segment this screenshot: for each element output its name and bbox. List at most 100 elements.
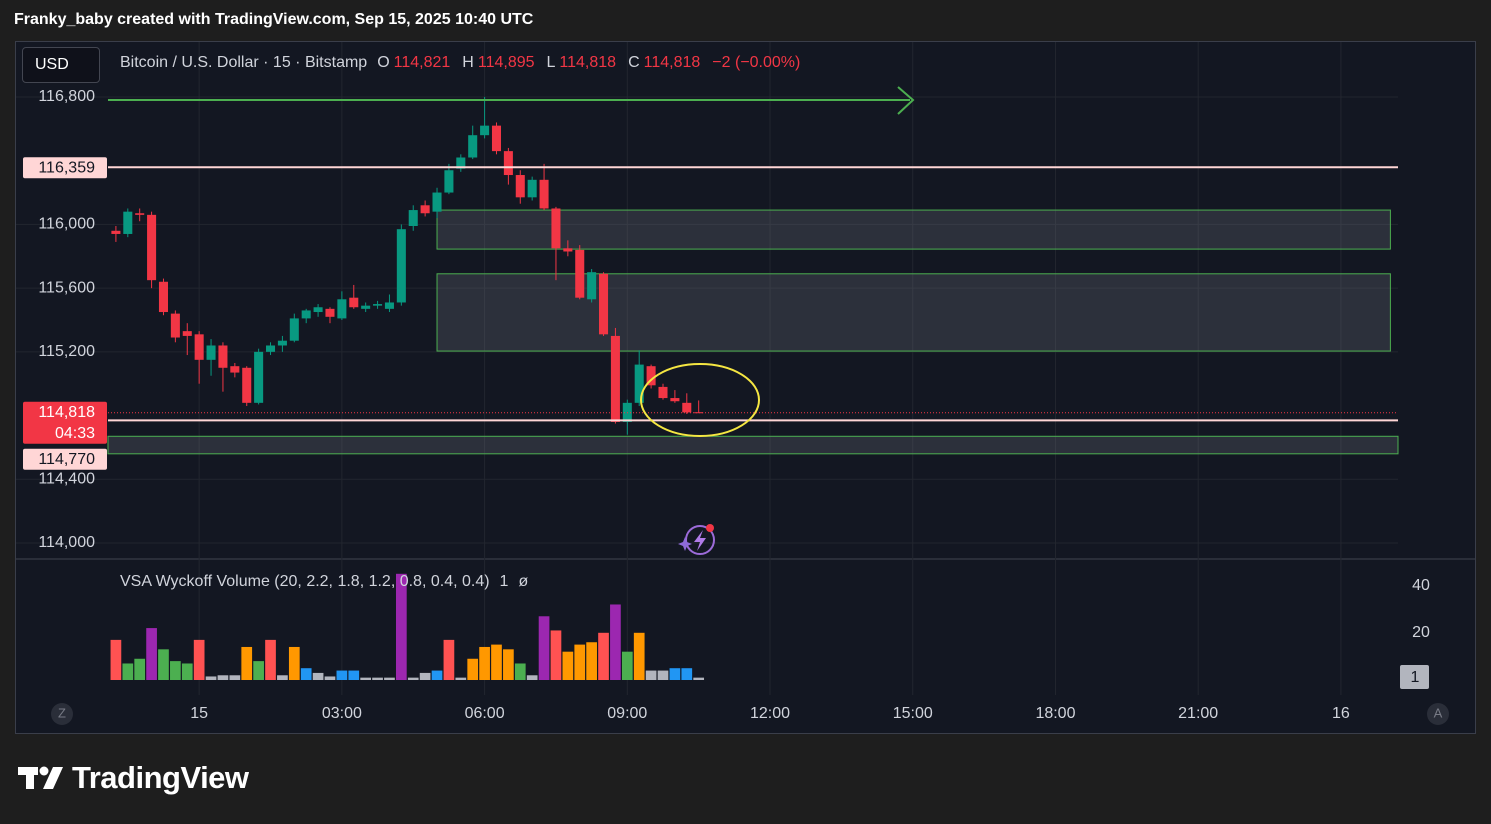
candle-body: [480, 125, 490, 136]
volume-bar: [217, 675, 229, 680]
volume-bar: [170, 661, 181, 680]
volume-bar: [657, 670, 669, 680]
y-tick-label: 116,800: [38, 88, 95, 105]
candle-body: [277, 340, 287, 346]
scale-button[interactable]: [1427, 703, 1449, 725]
ohlc-value: 114,818: [643, 54, 701, 71]
volume-bar: [467, 658, 479, 680]
candle-body: [135, 213, 145, 215]
volume-bar: [395, 573, 407, 680]
volume-bar: [360, 677, 372, 680]
indicator-legend: VSA Wyckoff Volume (20, 2.2, 1.8, 1.2, 0…: [120, 573, 528, 591]
volume-bar: [669, 668, 681, 680]
y-tick-label: 114,000: [38, 534, 95, 551]
volume-bar: [324, 676, 336, 680]
candle-body: [587, 272, 597, 300]
header: Franky_baby created with TradingView.com…: [14, 11, 534, 28]
x-tick-label: 03:00: [322, 705, 362, 722]
candle-body: [170, 313, 180, 338]
candle-body: [361, 305, 371, 309]
candle-body: [206, 345, 216, 360]
level-label: 114,770: [38, 451, 95, 468]
volume-bar: [372, 677, 383, 680]
candle-body: [491, 125, 502, 152]
symbol: Bitcoin / U.S. Dollar · 15 · Bitstamp: [120, 54, 368, 71]
candle-body: [194, 334, 204, 360]
candle-body: [515, 175, 525, 198]
volume-bar: [110, 639, 122, 680]
volume-bar: [610, 604, 621, 680]
volume-bar: [205, 676, 217, 680]
candle-body: [396, 229, 406, 303]
indicator-flag: 1: [499, 573, 509, 590]
level-label-box: [23, 448, 107, 470]
volume-bar: [526, 675, 538, 680]
candle-body: [408, 210, 418, 227]
candle-body: [432, 192, 442, 212]
candle-body: [694, 412, 704, 414]
volume-bar: [693, 677, 705, 680]
candle-body: [254, 351, 264, 403]
volume-bar: [479, 646, 490, 680]
y-tick-label: 115,200: [38, 343, 95, 360]
x-tick-label: 15:00: [893, 705, 933, 722]
candle-body: [289, 318, 299, 341]
zone: [436, 209, 1391, 250]
volume-bar: [503, 649, 514, 680]
volume-last-box: [1400, 665, 1429, 689]
candle-body: [230, 366, 240, 373]
countdown: 04:33: [55, 425, 95, 442]
candle-body: [373, 304, 383, 306]
candle-body: [337, 299, 347, 319]
x-tick-label: 21:00: [1178, 705, 1218, 722]
volume-tick-label: 40: [1412, 577, 1430, 594]
level-label-box: [23, 157, 107, 179]
candle-body: [123, 211, 133, 234]
volume-bar: [633, 632, 645, 680]
y-tick-label: 116,000: [38, 216, 95, 233]
volume-bar: [277, 675, 288, 680]
volume-bar: [181, 663, 193, 680]
ohlc-key: H: [462, 54, 474, 71]
volume-bar: [621, 651, 633, 680]
volume-bar: [146, 628, 157, 680]
candle-body: [646, 366, 656, 386]
volume-bar: [288, 646, 300, 680]
scale-button-label: A: [1434, 705, 1443, 720]
ohlc-value: 114,818: [559, 54, 617, 71]
volume-bar: [348, 670, 360, 680]
volume-bar: [586, 642, 597, 680]
highlight-ellipse: [640, 363, 760, 437]
scale-button-label: Z: [58, 705, 66, 720]
brand: TradingView: [72, 760, 249, 795]
volume-bar: [122, 663, 134, 680]
volume-bar: [455, 677, 467, 680]
ohlc-key: L: [546, 54, 556, 71]
volume-bar: [384, 677, 395, 680]
scale-button[interactable]: [51, 703, 73, 725]
candle-body: [444, 170, 454, 193]
ohlc-value: 114,895: [477, 54, 535, 71]
volume-bar: [514, 663, 526, 680]
volume-bar: [229, 675, 241, 680]
volume-bar: [538, 616, 550, 680]
x-tick-label: 09:00: [607, 705, 647, 722]
currency-button[interactable]: USD: [22, 47, 100, 83]
candle-body: [182, 331, 192, 336]
volume-bar: [550, 630, 562, 680]
volume-bar: [158, 649, 169, 680]
candle-body: [658, 386, 668, 399]
candle-body: [599, 273, 609, 335]
candle-body: [265, 345, 276, 352]
candle-body: [158, 281, 168, 313]
volume-bar: [681, 668, 693, 680]
volume-bar: [407, 677, 419, 680]
candle-body: [634, 364, 644, 403]
last-price-label: 114,818: [38, 404, 95, 421]
x-tick-label: 15: [190, 705, 208, 722]
candle-body: [670, 398, 680, 402]
brand-logo: [18, 766, 63, 789]
volume-bar: [419, 672, 431, 680]
